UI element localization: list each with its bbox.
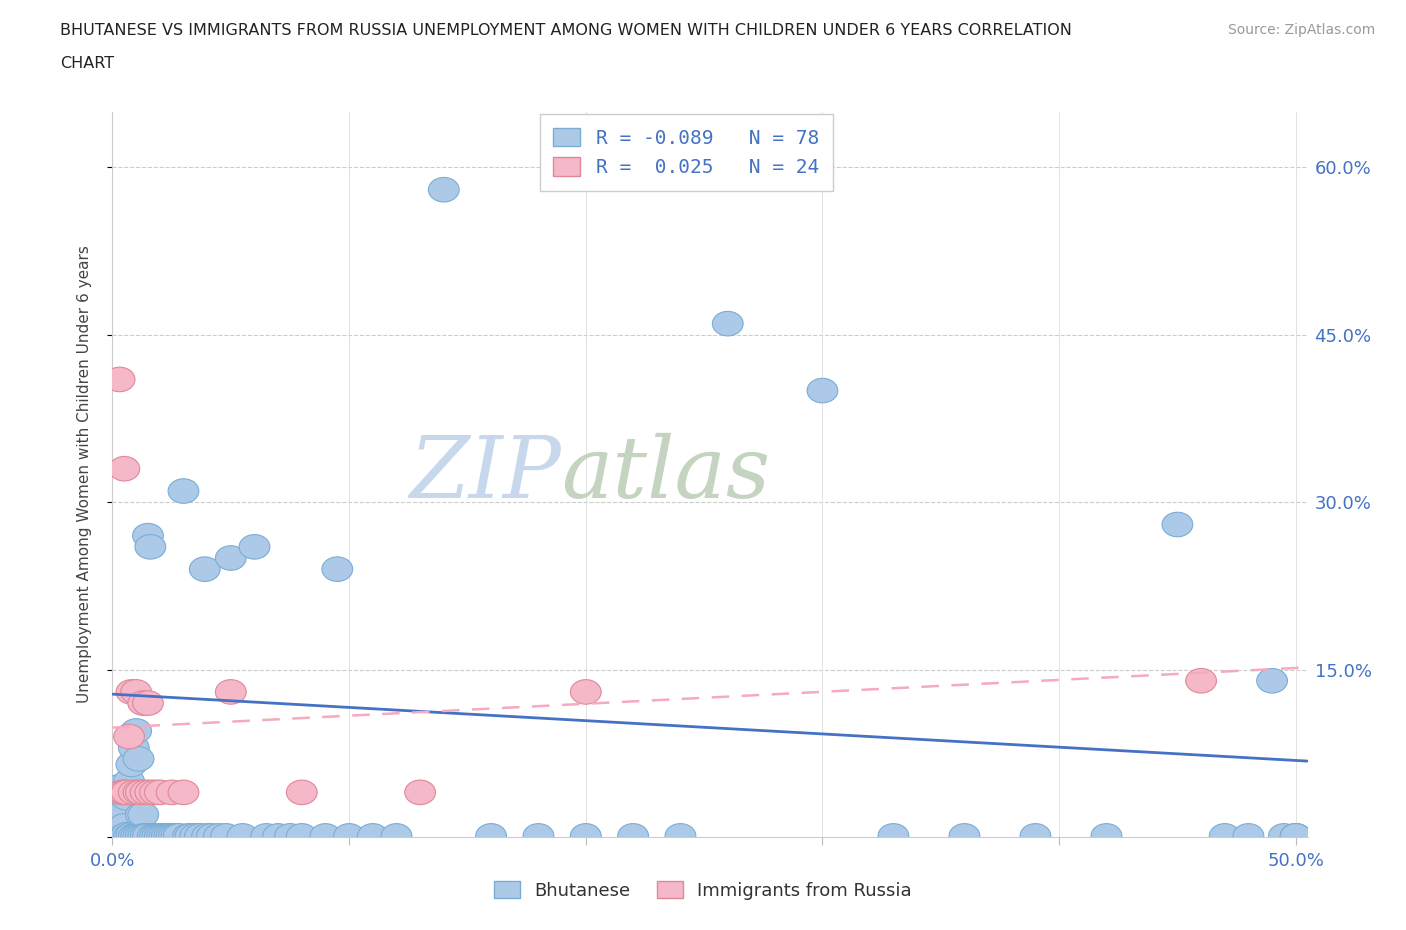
Text: CHART: CHART — [60, 56, 114, 71]
Y-axis label: Unemployment Among Women with Children Under 6 years: Unemployment Among Women with Children U… — [77, 246, 91, 703]
Text: BHUTANESE VS IMMIGRANTS FROM RUSSIA UNEMPLOYMENT AMONG WOMEN WITH CHILDREN UNDER: BHUTANESE VS IMMIGRANTS FROM RUSSIA UNEM… — [60, 23, 1073, 38]
Legend: Bhutanese, Immigrants from Russia: Bhutanese, Immigrants from Russia — [486, 874, 920, 907]
Text: ZIP: ZIP — [409, 433, 561, 515]
Legend: R = -0.089   N = 78, R =  0.025   N = 24: R = -0.089 N = 78, R = 0.025 N = 24 — [540, 114, 832, 191]
Text: atlas: atlas — [561, 433, 769, 515]
Text: Source: ZipAtlas.com: Source: ZipAtlas.com — [1227, 23, 1375, 37]
